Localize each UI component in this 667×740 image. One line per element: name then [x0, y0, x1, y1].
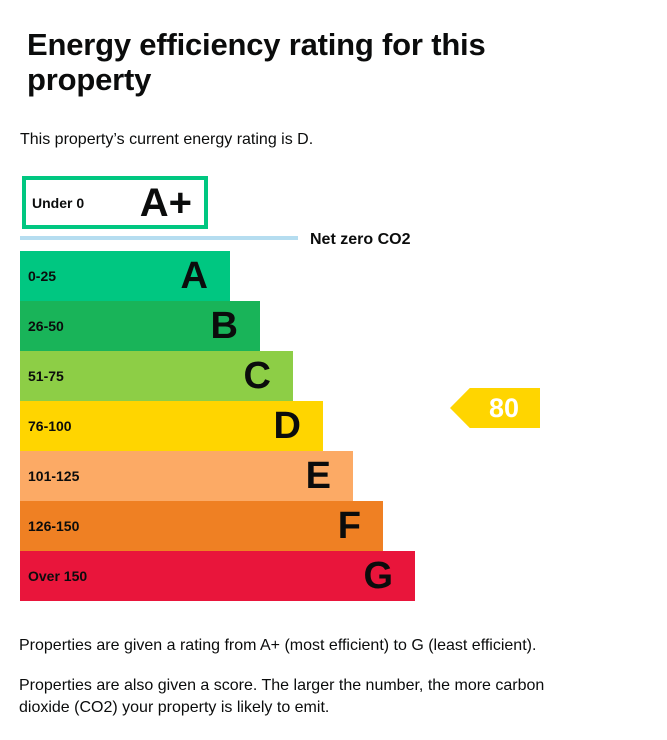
rating-band-g: Over 150 G: [20, 551, 415, 601]
band-letter: A: [180, 255, 208, 297]
net-zero-label: Net zero CO2: [310, 231, 411, 248]
band-range-label: 101-125: [28, 468, 80, 484]
band-letter: D: [273, 405, 301, 447]
rating-band-f: 126-150 F: [20, 501, 383, 551]
band-range-label: 126-150: [28, 518, 80, 534]
band-letter: G: [363, 555, 393, 597]
rating-band-a: 0-25 A: [20, 251, 230, 301]
page-title: Energy efficiency rating for this proper…: [27, 27, 486, 97]
band-range-label: 76-100: [28, 418, 72, 434]
rating-band-d: 76-100 D: [20, 401, 323, 451]
rating-band-c: 51-75 C: [20, 351, 293, 401]
band-range-label: Under 0: [32, 194, 85, 211]
rating-bands: 0-25 A 26-50 B 51-75 C 76-100 D 101-125 E 126-150 F…: [20, 251, 415, 601]
score-explanation: Properties are also given a score. The l…: [19, 677, 545, 716]
current-score-marker: 80: [450, 388, 540, 428]
band-range-label: 26-50: [28, 318, 64, 334]
band-letter: C: [243, 355, 271, 397]
band-range-label: Over 150: [28, 568, 88, 584]
band-range-label: 0-25: [28, 268, 57, 284]
band-letter: F: [337, 505, 361, 547]
band-letter: B: [210, 305, 238, 347]
band-letter: E: [305, 455, 331, 497]
rating-band-a-plus: Under 0 A+: [22, 176, 208, 229]
current-rating-text: This property’s current energy rating is…: [20, 131, 314, 148]
rating-band-e: 101-125 E: [20, 451, 353, 501]
rating-band-b: 26-50 B: [20, 301, 260, 351]
current-score-value: 80: [488, 392, 520, 423]
band-range-label: 51-75: [28, 368, 64, 384]
band-letter: A+: [139, 180, 192, 225]
net-zero-line: [20, 236, 298, 240]
rating-explanation: Properties are given a rating from A+ (m…: [19, 637, 537, 654]
